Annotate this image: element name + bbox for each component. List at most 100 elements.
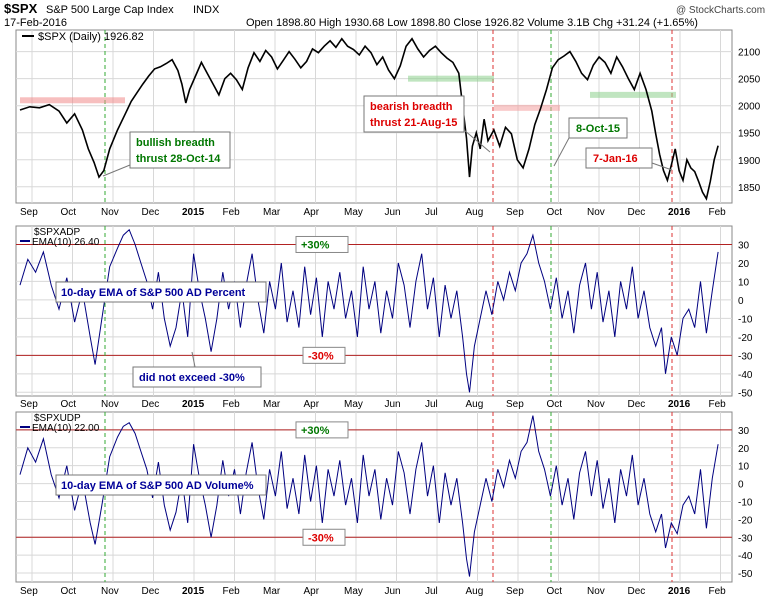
x-tick-label: May [344, 586, 363, 597]
x-tick-label: Aug [466, 399, 484, 410]
minus30-box [302, 346, 346, 364]
x-tick-label: Jul [425, 586, 438, 597]
svg-text:10-day EMA of S&P 500 AD Volum: 10-day EMA of S&P 500 AD Volume% [61, 480, 254, 492]
quote-summary: Open 1898.80 High 1930.68 Low 1898.80 Cl… [246, 17, 698, 29]
x-tick-label: Mar [263, 586, 281, 597]
plus30-box [295, 235, 349, 253]
x-tick-label: Dec [142, 586, 160, 597]
y-tick-label: 0 [738, 480, 744, 491]
y-tick-label: 2050 [738, 75, 761, 86]
y-tick-label: -20 [738, 333, 753, 344]
panel-3: -50 -40 -30 -20 -10 0 10 20 30 +30% -30% $SPXUDPEMA… [15, 411, 753, 597]
annotation-ema-adp: 10-day EMA of S&P 500 AD Percent [55, 281, 267, 303]
x-tick-label: Dec [628, 399, 646, 410]
bearish-line-2: thrust 21-Aug-15 [370, 117, 457, 129]
x-tick-label: Nov [101, 207, 119, 218]
panel-1: 1850 1900 1950 2000 2050 2100 $SPX (Daily) 192… [15, 29, 761, 218]
annotation-jan7: 7-Jan-16 [585, 147, 673, 171]
x-tick-label: Sep [506, 399, 524, 410]
x-tick-label: Aug [466, 207, 484, 218]
x-tick-label: Oct [547, 207, 563, 218]
panel-symbol: $SPXADP [34, 227, 80, 238]
y-tick-label: -30 [738, 533, 753, 544]
price-band [408, 75, 494, 82]
x-tick-label: Feb [223, 207, 241, 218]
y-tick-label: -40 [738, 551, 753, 562]
x-tick-label: Sep [506, 586, 524, 597]
x-tick-label: Jun [385, 207, 401, 218]
legend-label: EMA(10) 26.40 [32, 237, 100, 248]
minus30-box [302, 528, 346, 546]
x-tick-label: Nov [587, 399, 605, 410]
y-tick-label: 1900 [738, 156, 761, 167]
price-band [590, 91, 676, 98]
panel-frame [15, 225, 733, 397]
y-tick-label: -50 [738, 569, 753, 580]
y-tick-label: -10 [738, 314, 753, 325]
x-tick-label: Feb [223, 399, 241, 410]
x-tick-label: Nov [587, 586, 605, 597]
y-tick-label: 20 [738, 444, 750, 455]
watermark: @ StockCharts.com [676, 5, 765, 16]
x-tick-label: Sep [506, 207, 524, 218]
chart-date: 17-Feb-2016 [4, 17, 67, 29]
x-tick-label: Feb [223, 586, 241, 597]
bearish-line-1: bearish breadth [370, 101, 453, 113]
x-tick-label: Aug [466, 586, 484, 597]
x-tick-label: Apr [304, 586, 320, 597]
x-tick-label: 2015 [182, 586, 205, 597]
y-tick-label: -20 [738, 515, 753, 526]
y-tick-label: 10 [738, 462, 750, 473]
annotation-bullish: bullish breadth thrust 28-Oct-14 [102, 131, 231, 177]
minus30-label: -30% [308, 532, 334, 544]
svg-text:10-day EMA of S&P 500 AD Perce: 10-day EMA of S&P 500 AD Percent [61, 287, 246, 299]
annotation-oct8: 8-Oct-15 [553, 117, 628, 167]
bullish-line-1: bullish breadth [136, 137, 215, 149]
y-tick-label: -40 [738, 370, 753, 381]
x-tick-label: Dec [628, 586, 646, 597]
index-name: S&P 500 Large Cap Index [46, 4, 174, 16]
x-tick-label: Feb [709, 399, 727, 410]
x-tick-label: Sep [20, 399, 38, 410]
price-band [494, 104, 560, 111]
y-tick-label: 2000 [738, 102, 761, 113]
x-tick-label: Apr [304, 207, 320, 218]
exchange-label: INDX [193, 4, 220, 16]
y-tick-label: 1950 [738, 129, 761, 140]
panel-frame [15, 411, 733, 583]
x-tick-label: May [344, 207, 363, 218]
x-tick-label: Dec [142, 207, 160, 218]
series-line-1 [19, 37, 719, 201]
x-tick-label: Dec [142, 399, 160, 410]
x-tick-label: Mar [263, 207, 281, 218]
x-tick-label: Nov [587, 207, 605, 218]
x-tick-label: Oct [61, 399, 77, 410]
y-tick-label: -30 [738, 351, 753, 362]
svg-text:8-Oct-15: 8-Oct-15 [576, 123, 620, 135]
x-tick-label: Feb [709, 586, 727, 597]
x-tick-label: 2015 [182, 207, 205, 218]
annotation-bearish: bearish breadth thrust 21-Aug-15 [363, 95, 491, 153]
y-tick-label: -50 [738, 388, 753, 399]
y-tick-label: 1850 [738, 183, 761, 194]
plus30-label: +30% [301, 239, 330, 251]
y-tick-label: 10 [738, 277, 750, 288]
y-tick-label: 0 [738, 296, 744, 307]
price-band [20, 97, 125, 104]
x-tick-label: Jul [425, 399, 438, 410]
x-tick-label: Jun [385, 586, 401, 597]
x-tick-label: Apr [304, 399, 320, 410]
x-tick-label: Oct [61, 207, 77, 218]
x-tick-label: Jun [385, 399, 401, 410]
svg-text:7-Jan-16: 7-Jan-16 [593, 153, 638, 165]
x-tick-label: Oct [547, 399, 563, 410]
x-tick-label: Dec [628, 207, 646, 218]
x-tick-label: Sep [20, 207, 38, 218]
y-tick-label: 20 [738, 259, 750, 270]
symbol-title: $SPX [4, 1, 38, 16]
bullish-line-2: thrust 28-Oct-14 [136, 153, 221, 165]
svg-text:did not exceed -30%: did not exceed -30% [139, 372, 245, 384]
y-tick-label: 2100 [738, 48, 761, 59]
legend-label: EMA(10) 22.00 [32, 423, 100, 434]
